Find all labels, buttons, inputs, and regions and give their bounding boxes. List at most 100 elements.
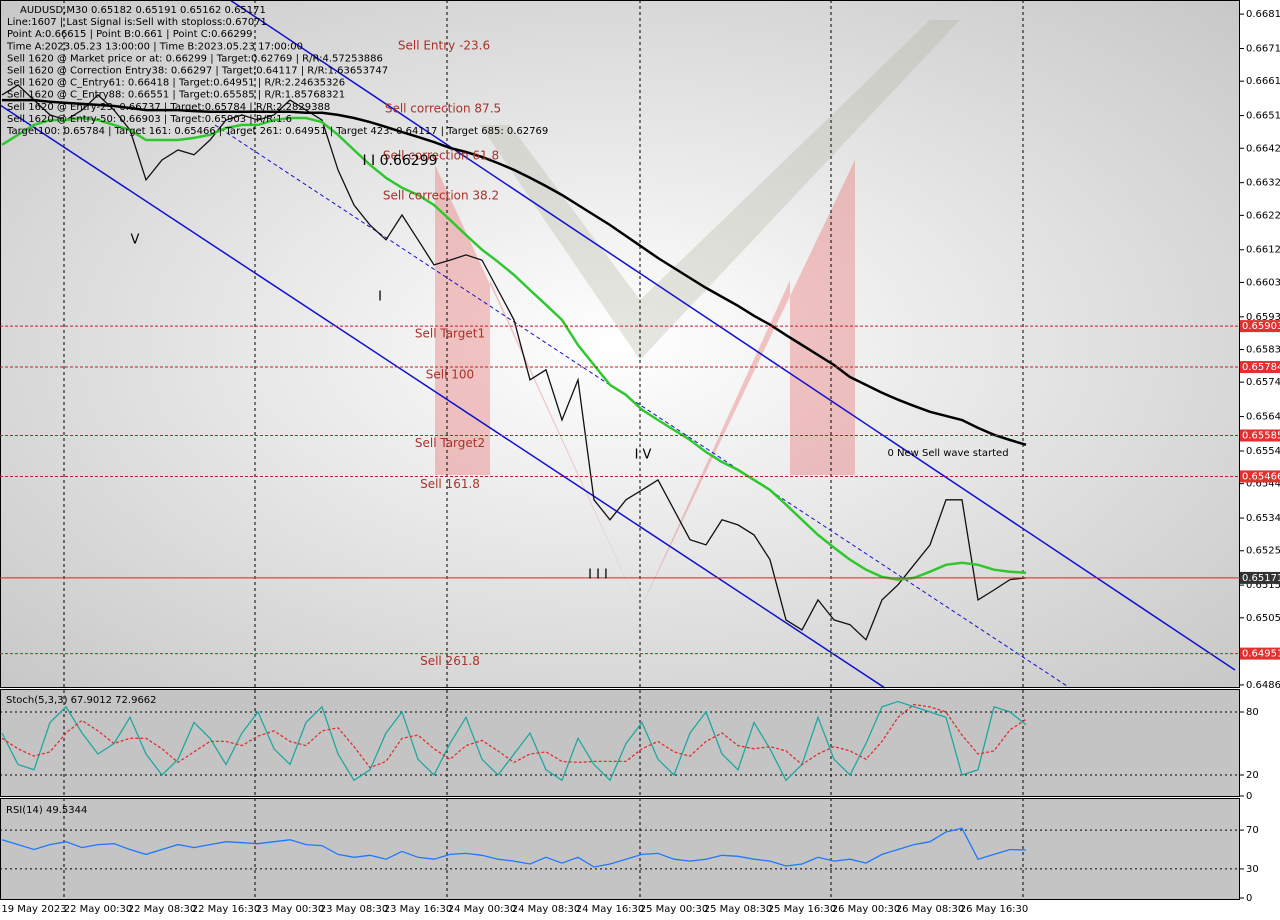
- series-line: [1, 700, 1027, 782]
- level-box: [1240, 647, 1280, 660]
- x-tick-label: 24 May 08:30: [512, 904, 581, 915]
- annotation: I I I: [588, 568, 608, 583]
- info-line: Sell 1620 @ Entry-50: 0.66903 | Target:0…: [7, 114, 292, 125]
- level-label: 0.65585: [1242, 431, 1280, 442]
- current-price-box: [1240, 571, 1280, 584]
- y-tick-label: 20: [1246, 770, 1259, 781]
- y-tick-label: 0.65345: [1246, 513, 1280, 524]
- y-tick-label: 0.66125: [1246, 245, 1280, 256]
- time-axis-area: [0, 900, 1240, 920]
- x-tick-label: 25 May 08:30: [704, 904, 773, 915]
- x-tick-label: 23 May 00:30: [256, 904, 325, 915]
- level-label: 0.64951: [1242, 649, 1280, 660]
- annotation: I I 0.66299: [362, 153, 437, 169]
- x-tick-label: 25 May 00:30: [640, 904, 709, 915]
- level-name: Sell 100: [426, 368, 474, 382]
- level-name: Sell Target2: [415, 436, 485, 450]
- x-tick-label: 24 May 00:30: [448, 904, 517, 915]
- y-tick-label: 0.66615: [1246, 76, 1280, 87]
- y-tick-label: 0.65445: [1246, 479, 1280, 490]
- annotation: V: [131, 233, 140, 248]
- x-tick-label: 22 May 00:30: [64, 904, 133, 915]
- channel-upper: [229, 0, 1236, 671]
- level-box: [1240, 320, 1280, 333]
- info-line: Time A:2023.05.23 13:00:00 | Time B:2023…: [6, 41, 303, 52]
- x-tick-label: 26 May 08:30: [896, 904, 965, 915]
- series-line: [1, 116, 1027, 581]
- x-tick-label: 22 May 08:30: [128, 904, 197, 915]
- border: [0, 0, 1240, 688]
- y-tick-label: 0.65835: [1246, 345, 1280, 356]
- annotation: I: [378, 290, 382, 305]
- annotation: Sell correction 87.5: [385, 102, 501, 116]
- level-label: 0.65903: [1242, 321, 1280, 332]
- y-tick-label: 0: [1246, 893, 1252, 904]
- y-tick-label: 0.66225: [1246, 210, 1280, 221]
- level-box: [1240, 470, 1280, 483]
- level-box: [1240, 361, 1280, 374]
- annotation: Sell Entry -23.6: [398, 39, 490, 53]
- info-line: Sell 1620 @ C_Entry88: 0.66551 | Target:…: [7, 90, 345, 101]
- info-line: Sell 1620 @ Entry-23: 0.66737 | Target:0…: [7, 102, 330, 113]
- x-tick-label: 19 May 2023: [1, 904, 66, 915]
- info-line: Sell 1620 @ C_Entry61: 0.66418 | Target:…: [7, 78, 345, 89]
- panel-title: Stoch(5,3,3) 67.9012 72.9662: [6, 695, 157, 706]
- level-box: [1240, 429, 1280, 442]
- level-label: 0.65466: [1242, 471, 1280, 482]
- x-tick-label: 24 May 16:30: [576, 904, 645, 915]
- y-tick-label: 0.65055: [1246, 613, 1280, 624]
- y-tick-label: 80: [1246, 707, 1259, 718]
- annotation: Sell correction 61.8: [383, 149, 499, 163]
- x-tick-label: 22 May 16:30: [192, 904, 261, 915]
- y-tick-label: 30: [1246, 864, 1259, 875]
- level-name: Sell 261.8: [420, 654, 480, 668]
- x-tick-label: 26 May 00:30: [832, 904, 901, 915]
- x-tick-label: 26 May 16:30: [960, 904, 1029, 915]
- info-line: Line:1607 | Last Signal is:Sell with sto…: [7, 17, 267, 28]
- main-panel: [0, 0, 1240, 688]
- x-tick-label: 23 May 16:30: [384, 904, 453, 915]
- watermark: [480, 20, 960, 360]
- info-line: Sell 1620 @ Market price or at: 0.66299 …: [7, 53, 383, 64]
- info-line: Target100: 0.65784 | Target 161: 0.65466…: [6, 126, 548, 137]
- series-line: [1, 703, 1027, 769]
- level-label: 0.65784: [1242, 362, 1280, 373]
- level-name: Sell Target1: [415, 327, 485, 341]
- stoch-panel: [0, 690, 1240, 797]
- border: [0, 689, 1240, 797]
- border: [0, 798, 1240, 900]
- info-line: AUDUSD,M30 0.65182 0.65191 0.65162 0.651…: [20, 5, 266, 16]
- panel-title: RSI(14) 49.5344: [6, 805, 87, 816]
- annotation: I V: [635, 448, 652, 463]
- annotation: 0 New Sell wave started: [887, 448, 1008, 459]
- series-line: [1, 827, 1027, 868]
- info-line: Point A:0.66615 | Point B:0.661 | Point …: [7, 29, 252, 40]
- y-tick-label: 0.66515: [1246, 111, 1280, 122]
- panel-borders: [0, 0, 1240, 900]
- x-tick-label: 25 May 16:30: [768, 904, 837, 915]
- rsi-panel: [0, 799, 1240, 900]
- channel-lower: [0, 104, 886, 689]
- x-tick-label: 23 May 08:30: [320, 904, 389, 915]
- level-name: Sell 161.8: [420, 477, 480, 491]
- y-tick-label: 0: [1246, 791, 1252, 802]
- y-tick-label: 70: [1246, 825, 1259, 836]
- series-line: [1, 84, 1027, 641]
- info-line: Sell 1620 @ Correction Entry38: 0.66297 …: [7, 66, 388, 77]
- channel-middle: [214, 124, 1071, 689]
- series-line: [2, 98, 1027, 446]
